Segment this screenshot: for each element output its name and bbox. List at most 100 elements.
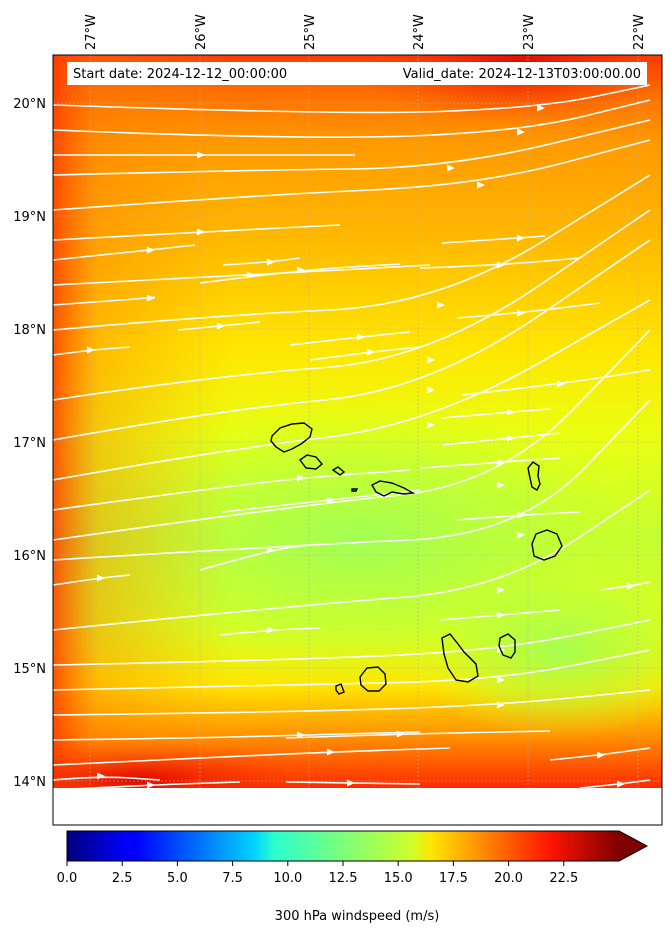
streamline bbox=[285, 781, 421, 785]
streamline-arrow bbox=[517, 511, 525, 519]
latitude-tick-label: 20°N bbox=[13, 97, 46, 112]
island-fogo bbox=[359, 666, 387, 692]
streamline bbox=[309, 346, 421, 361]
island-santiago bbox=[441, 633, 479, 683]
streamline bbox=[53, 689, 651, 716]
streamline bbox=[419, 457, 561, 469]
streamline-arrow bbox=[517, 309, 525, 317]
island-brava bbox=[335, 683, 345, 695]
streamline-arrow bbox=[497, 586, 505, 594]
streamline bbox=[53, 619, 651, 666]
streamline-arrow bbox=[507, 408, 515, 416]
colorbar-tick-label: 0.0 bbox=[57, 871, 78, 886]
streamline bbox=[53, 174, 651, 331]
map-frame bbox=[52, 54, 663, 826]
streamline-arrow bbox=[147, 246, 155, 254]
longitude-tick-label: 23°W bbox=[522, 14, 537, 50]
colorbar-tick-label: 7.5 bbox=[222, 871, 243, 886]
latitude-tick-label: 17°N bbox=[13, 436, 46, 451]
streamline-arrow bbox=[497, 458, 505, 466]
streamline-arrow bbox=[297, 474, 305, 482]
island-raso bbox=[351, 488, 359, 492]
graticule bbox=[53, 55, 662, 788]
streamline-arrow bbox=[327, 496, 335, 504]
streamline bbox=[285, 730, 551, 739]
colorbar-outline bbox=[66, 830, 649, 862]
streamline bbox=[53, 329, 651, 541]
colorbar-tick-label: 5.0 bbox=[167, 871, 188, 886]
streamline bbox=[53, 139, 651, 211]
streamline bbox=[53, 299, 651, 481]
streamline-arrow bbox=[497, 676, 505, 684]
streamline bbox=[456, 511, 581, 521]
streamline bbox=[439, 609, 561, 621]
start-date-label: Start date: 2024-12-12_00:00:00 bbox=[73, 67, 287, 82]
streamline bbox=[53, 239, 651, 441]
streamline bbox=[441, 432, 561, 446]
streamline bbox=[289, 331, 411, 346]
streamline-arrow bbox=[87, 346, 95, 354]
streamline bbox=[549, 747, 651, 761]
streamline-arrow bbox=[497, 481, 505, 489]
streamline-arrow bbox=[357, 333, 365, 341]
streamline bbox=[222, 257, 301, 266]
colorbar-tick-label: 2.5 bbox=[112, 871, 133, 886]
streamline-arrow bbox=[427, 386, 435, 394]
streamline bbox=[441, 235, 546, 244]
colorbar-gradient bbox=[67, 831, 619, 861]
streamline bbox=[579, 779, 651, 788]
streamline bbox=[53, 84, 651, 114]
streamline-arrow bbox=[147, 781, 155, 788]
streamline bbox=[53, 776, 161, 781]
streamline-arrow bbox=[537, 104, 545, 112]
longitude-tick-label: 26°W bbox=[194, 14, 209, 50]
streamline bbox=[53, 489, 651, 631]
streamline-arrow bbox=[497, 611, 505, 619]
streamline-arrow bbox=[477, 181, 485, 189]
longitude-tick-label: 25°W bbox=[303, 14, 318, 50]
streamline-arrow bbox=[197, 228, 205, 236]
streamline-arrow bbox=[197, 151, 205, 159]
streamline-arrow bbox=[217, 322, 225, 330]
colorbar-label: 300 hPa windspeed (m/s) bbox=[275, 909, 440, 924]
colorbar: 0.0 2.5 5.0 7.5 10.0 12.5 15.0 17.5 20.0 22.5 300… bbox=[57, 830, 649, 924]
streamline-arrow bbox=[427, 421, 435, 429]
streamline bbox=[53, 649, 651, 691]
island-sao-nicolau bbox=[371, 480, 416, 497]
streamline-arrow bbox=[267, 626, 275, 634]
colorbar-tick-label: 22.5 bbox=[549, 871, 578, 886]
streamline-arrow bbox=[267, 546, 275, 554]
streamline bbox=[53, 469, 411, 511]
streamline bbox=[53, 209, 651, 401]
colorbar-tick-label: 10.0 bbox=[273, 871, 302, 886]
colorbar-extend-arrow bbox=[619, 831, 647, 861]
colorbar-tick-label: 12.5 bbox=[329, 871, 358, 886]
streamline-arrow bbox=[627, 582, 635, 590]
streamline bbox=[53, 244, 196, 261]
streamline bbox=[53, 99, 651, 138]
coastlines bbox=[270, 422, 563, 695]
streamline-arrow bbox=[147, 294, 155, 302]
streamline-arrow bbox=[597, 751, 605, 759]
colorbar-tick-label: 20.0 bbox=[494, 871, 523, 886]
streamline bbox=[53, 224, 341, 241]
longitude-tick-label: 22°W bbox=[632, 14, 647, 50]
streamline bbox=[53, 731, 421, 741]
streamline bbox=[599, 581, 651, 591]
streamline-arrow bbox=[517, 234, 525, 242]
latitude-tick-label: 19°N bbox=[13, 210, 46, 225]
info-box: Start date: 2024-12-12_00:00:00 Valid_da… bbox=[67, 62, 647, 85]
streamline-arrow bbox=[427, 356, 435, 364]
streamline-arrow bbox=[557, 380, 565, 388]
streamline-arrow bbox=[437, 301, 445, 309]
latitude-tick-labels: 20°N 19°N 18°N 17°N 16°N 15°N 14°N bbox=[13, 97, 46, 790]
streamline-arrow bbox=[97, 574, 105, 582]
streamline bbox=[53, 346, 131, 356]
streamline-arrow bbox=[367, 348, 375, 356]
longitude-tick-label: 27°W bbox=[84, 14, 99, 50]
latitude-tick-label: 15°N bbox=[13, 662, 46, 677]
valid-date-label: Valid_date: 2024-12-13T03:00:00.00 bbox=[403, 67, 641, 82]
latitude-tick-label: 18°N bbox=[13, 323, 46, 338]
streamline-arrow bbox=[517, 531, 525, 539]
streamline-arrow bbox=[327, 748, 335, 756]
